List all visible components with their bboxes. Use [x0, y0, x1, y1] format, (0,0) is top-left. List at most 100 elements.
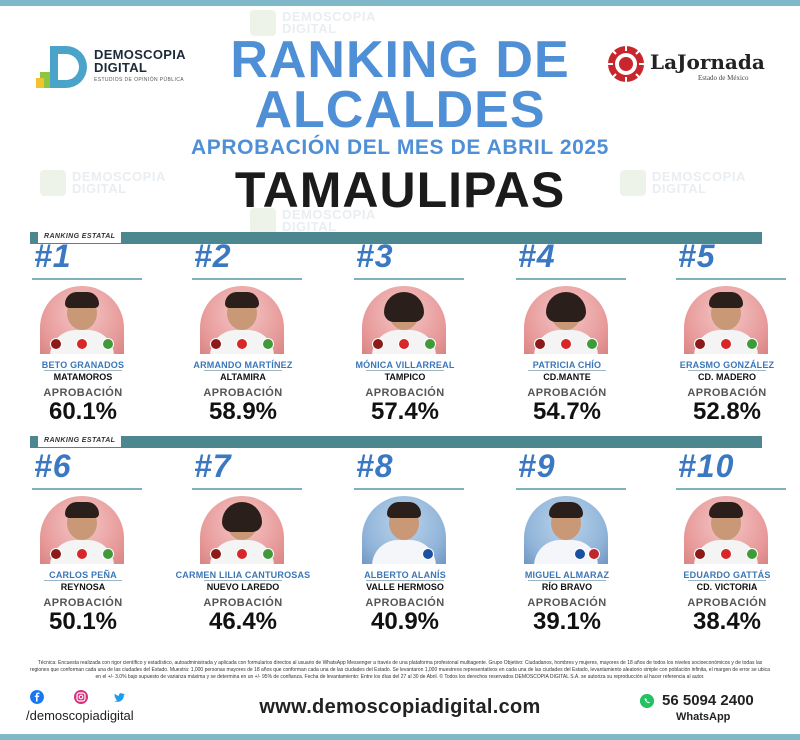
whatsapp-label: WhatsApp — [676, 711, 731, 723]
name-underline — [528, 580, 606, 581]
approval-label: APROBACIÓN — [687, 597, 767, 609]
rank-number: #6 — [34, 448, 72, 484]
top-border — [0, 0, 800, 6]
mayor-name: CARMEN LILIA CANTUROSAS — [175, 570, 311, 580]
verde-party-icon — [262, 548, 274, 560]
mayor-name: ARMANDO MARTÍNEZ — [193, 360, 293, 370]
mayor-city: TAMPICO — [384, 372, 426, 382]
mayor-city: MATAMOROS — [53, 372, 113, 382]
watermark: DEMOSCOPIA DIGITAL — [620, 170, 746, 196]
watermark: DEMOSCOPIA DIGITAL — [250, 10, 376, 36]
approval-value: 54.7% — [532, 398, 602, 425]
name-underline — [44, 370, 122, 371]
approval-value: 50.1% — [48, 608, 118, 635]
name-underline — [44, 580, 122, 581]
pri-party-icon — [588, 548, 600, 560]
twitter-icon[interactable] — [112, 690, 126, 704]
approval-value: 46.4% — [208, 608, 278, 635]
approval-label: APROBACIÓN — [203, 387, 283, 399]
mayor-card: #8 ALBERTO ALANÍS VALLE HERMOSO APROBACI… — [330, 448, 480, 635]
mayor-card: #1 BETO GRANADOS MATAMOROS APROBACIÓN 60… — [8, 238, 158, 425]
verde-party-icon — [746, 338, 758, 350]
rank-accent-line — [192, 488, 302, 490]
approval-label: APROBACIÓN — [43, 387, 123, 399]
watermark: DEMOSCOPIA DIGITAL — [40, 170, 166, 196]
mayor-city: REYNOSA — [60, 582, 106, 592]
mayor-city: ALTAMIRA — [220, 372, 266, 382]
mayor-city: NUEVO LAREDO — [206, 582, 280, 592]
section-label: RANKING ESTATAL — [38, 231, 122, 243]
lajornada-logo: LaJornada Estado de México — [606, 44, 766, 84]
mayor-name: BETO GRANADOS — [41, 360, 125, 370]
approval-label: APROBACIÓN — [43, 597, 123, 609]
rank-number: #2 — [194, 238, 232, 274]
name-underline — [204, 370, 282, 371]
website-link[interactable]: www.demoscopiadigital.com — [259, 696, 541, 718]
pt-party-icon — [720, 548, 732, 560]
approval-label: APROBACIÓN — [203, 597, 283, 609]
mayor-card: #5 ERASMO GONZÁLEZ CD. MADERO APROBACIÓN… — [652, 238, 800, 425]
mayor-name: EDUARDO GATTÁS — [683, 570, 771, 580]
mayor-card: #7 CARMEN LILIA CANTUROSAS NUEVO LAREDO … — [168, 448, 318, 635]
approval-value: 57.4% — [370, 398, 440, 425]
morena-party-icon — [210, 338, 222, 350]
verde-party-icon — [102, 338, 114, 350]
mayor-card: #3 MÓNICA VILLARREAL TAMPICO APROBACIÓN … — [330, 238, 480, 425]
whatsapp-contact[interactable]: 56 5094 2400 WhatsApp — [640, 692, 780, 726]
verde-party-icon — [586, 338, 598, 350]
approval-value: 40.9% — [370, 608, 440, 635]
mayor-photo — [40, 286, 124, 354]
approval-value: 39.1% — [532, 608, 602, 635]
morena-party-icon — [534, 338, 546, 350]
pt-party-icon — [76, 548, 88, 560]
rank-number: #4 — [518, 238, 556, 274]
mayor-photo — [362, 496, 446, 564]
mayor-photo — [524, 496, 608, 564]
rank-accent-line — [676, 278, 786, 280]
section-label: RANKING ESTATAL — [38, 435, 122, 447]
lajornada-subtitle: Estado de México — [698, 74, 749, 82]
name-underline — [688, 370, 766, 371]
verde-party-icon — [746, 548, 758, 560]
name-underline — [366, 370, 444, 371]
approval-value: 60.1% — [48, 398, 118, 425]
mayor-photo — [200, 286, 284, 354]
rank-accent-line — [676, 488, 786, 490]
mayor-photo — [362, 286, 446, 354]
approval-value: 58.9% — [208, 398, 278, 425]
rank-accent-line — [354, 488, 464, 490]
facebook-icon[interactable] — [30, 690, 44, 704]
rank-number: #10 — [678, 448, 735, 484]
morena-party-icon — [372, 338, 384, 350]
pt-party-icon — [236, 548, 248, 560]
rank-number: #9 — [518, 448, 556, 484]
mayor-photo — [524, 286, 608, 354]
approval-label: APROBACIÓN — [527, 597, 607, 609]
approval-label: APROBACIÓN — [365, 387, 445, 399]
mayor-photo — [200, 496, 284, 564]
morena-party-icon — [50, 548, 62, 560]
mayor-name: ERASMO GONZÁLEZ — [679, 360, 775, 370]
approval-value: 38.4% — [692, 608, 762, 635]
watermark: DEMOSCOPIA DIGITAL — [250, 208, 376, 234]
pt-party-icon — [76, 338, 88, 350]
mayor-name: PATRICIA CHÍO — [532, 360, 602, 370]
state-title: TAMAULIPAS — [234, 162, 566, 218]
mayor-photo — [684, 286, 768, 354]
mayor-city: CD.MANTE — [543, 372, 591, 382]
mayor-photo — [40, 496, 124, 564]
approval-label: APROBACIÓN — [365, 597, 445, 609]
demoscopia-mark-icon — [36, 46, 87, 88]
social-handle[interactable]: /demoscopiadigital — [26, 708, 134, 723]
mayor-name: MÓNICA VILLARREAL — [355, 360, 455, 370]
section-bar-bottom: RANKING ESTATAL — [30, 435, 762, 448]
instagram-icon[interactable] — [74, 690, 88, 704]
verde-party-icon — [102, 548, 114, 560]
mayor-city: CD. MADERO — [698, 372, 756, 382]
section-bar-top: RANKING ESTATAL — [30, 231, 762, 244]
approval-label: APROBACIÓN — [687, 387, 767, 399]
pan-party-icon — [574, 548, 586, 560]
brand-name: DIGITAL — [94, 60, 148, 75]
mayor-card: #4 PATRICIA CHÍO CD.MANTE APROBACIÓN 54.… — [492, 238, 642, 425]
rank-accent-line — [516, 278, 626, 280]
